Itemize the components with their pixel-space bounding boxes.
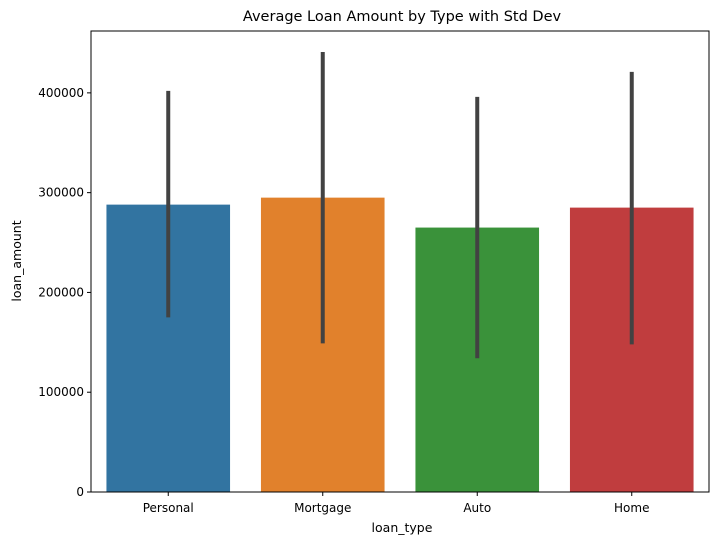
plot-frame bbox=[90, 30, 710, 493]
y-tick-label: 0 bbox=[76, 485, 84, 499]
x-tick-label: Personal bbox=[143, 501, 194, 515]
chart-title: Average Loan Amount by Type with Std Dev bbox=[243, 9, 562, 25]
y-axis: 0 100000 200000 300000 400000 bbox=[38, 86, 91, 499]
bars-group bbox=[106, 197, 694, 492]
y-tick-label: 400000 bbox=[38, 86, 84, 100]
x-tick-label: Mortgage bbox=[294, 501, 351, 515]
x-tick-label: Home bbox=[614, 501, 649, 515]
x-axis-label: loan_type bbox=[372, 520, 433, 535]
error-bars-group bbox=[166, 51, 634, 359]
x-axis: Personal Mortgage Auto Home bbox=[143, 492, 649, 515]
y-axis-label: loan_amount bbox=[9, 220, 24, 301]
y-tick-label: 100000 bbox=[38, 385, 84, 399]
y-tick-label: 300000 bbox=[38, 186, 84, 200]
y-tick-label: 200000 bbox=[38, 285, 84, 299]
x-tick-label: Auto bbox=[463, 501, 491, 515]
